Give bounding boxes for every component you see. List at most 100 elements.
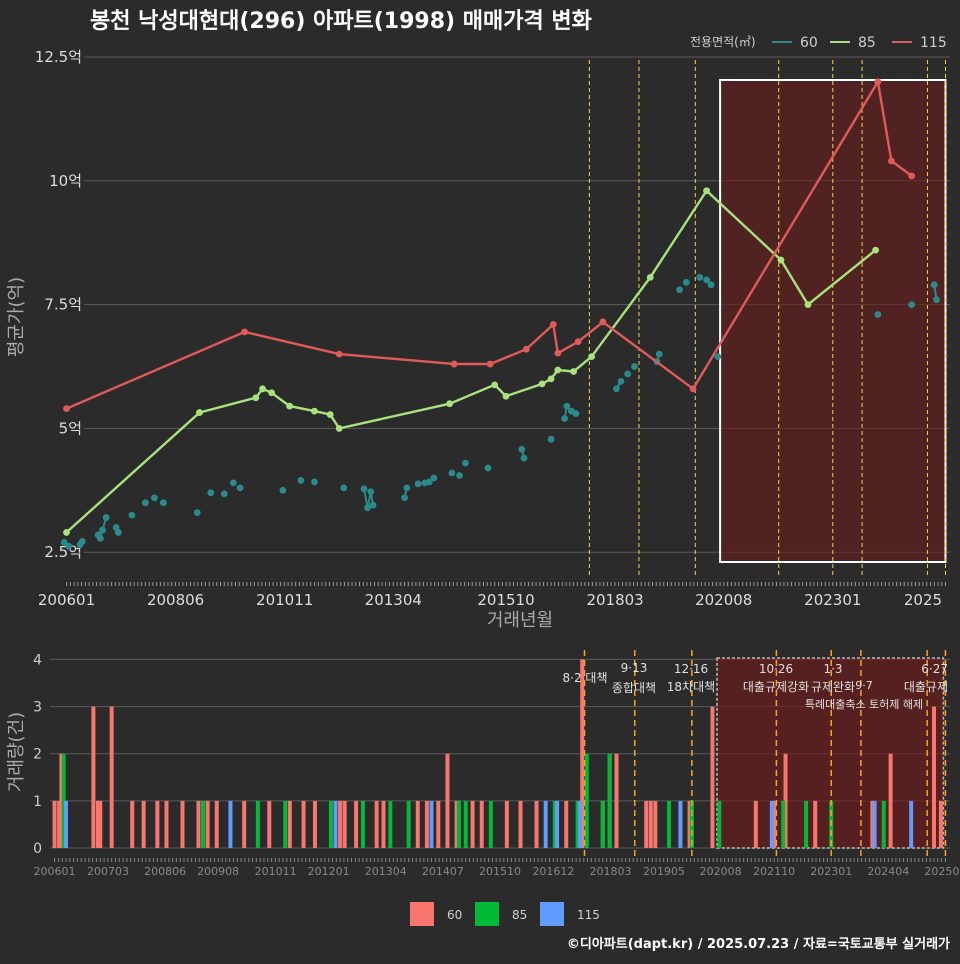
data-point-60 bbox=[60, 538, 68, 546]
data-point-60 bbox=[207, 489, 215, 497]
x-tick-label: 202301 bbox=[810, 865, 852, 878]
legend-top-label-115: 115 bbox=[920, 35, 947, 51]
x-tick-label: 202507 bbox=[924, 865, 960, 878]
bar-115 bbox=[769, 800, 774, 848]
data-point-85 bbox=[286, 402, 294, 410]
annotation-date: 10·26 bbox=[759, 662, 793, 676]
bar-85 bbox=[804, 800, 809, 848]
data-point-115 bbox=[335, 350, 343, 358]
bar-60 bbox=[445, 753, 450, 848]
data-point-60 bbox=[430, 474, 438, 482]
data-point-60 bbox=[369, 501, 377, 509]
x-tick-label: 200703 bbox=[87, 865, 129, 878]
bar-85 bbox=[881, 800, 886, 848]
data-point-60 bbox=[617, 377, 625, 385]
data-point-60 bbox=[65, 542, 73, 550]
bar-85 bbox=[667, 800, 672, 848]
data-point-115 bbox=[908, 172, 916, 180]
credit-text: ©디아파트(dapt.kr) / 2025.07.23 / 자료=국토교통부 실… bbox=[567, 936, 950, 952]
bar-60 bbox=[653, 800, 658, 848]
y-tick-label: 2.5억 bbox=[44, 543, 82, 561]
bar-60 bbox=[479, 800, 484, 848]
bar-60 bbox=[710, 706, 715, 848]
bar-60 bbox=[242, 800, 247, 848]
data-point-115 bbox=[522, 345, 530, 353]
bar-60 bbox=[180, 800, 185, 848]
bar-85 bbox=[600, 800, 605, 848]
bar-60 bbox=[753, 800, 758, 848]
annotation-date: 9·7 bbox=[855, 679, 873, 692]
bar-60 bbox=[164, 800, 169, 848]
bar-85 bbox=[360, 800, 365, 848]
data-point-60 bbox=[572, 410, 580, 417]
data-point-85 bbox=[872, 246, 880, 254]
data-point-60 bbox=[547, 435, 555, 443]
bar-60 bbox=[614, 753, 619, 848]
bar-85 bbox=[717, 800, 722, 848]
data-point-60 bbox=[696, 273, 704, 281]
data-point-60 bbox=[220, 490, 228, 498]
x-tick-label: 201011 bbox=[255, 865, 297, 878]
annotation-label: 특례대출축소 토허제 해제 bbox=[805, 697, 923, 711]
data-point-60 bbox=[425, 478, 433, 486]
data-point-60 bbox=[229, 479, 237, 487]
data-point-60 bbox=[613, 385, 620, 393]
data-point-115 bbox=[241, 328, 248, 336]
annotation-label: 대출규제강화 bbox=[743, 680, 809, 694]
x-tick-label: 200601 bbox=[38, 591, 95, 609]
data-point-85 bbox=[588, 353, 596, 361]
data-point-115 bbox=[888, 157, 895, 165]
bar-60 bbox=[141, 800, 146, 848]
data-point-60 bbox=[102, 514, 110, 521]
data-point-85 bbox=[196, 409, 203, 416]
y-axis-title: 거래량(건) bbox=[6, 712, 27, 792]
x-tick-label: 202404 bbox=[867, 865, 909, 878]
data-point-60 bbox=[360, 485, 368, 493]
bar-60 bbox=[644, 800, 649, 848]
annotation-date: 6·27 bbox=[921, 662, 948, 676]
data-point-60 bbox=[707, 281, 715, 289]
data-point-85 bbox=[554, 366, 562, 374]
data-point-115 bbox=[874, 78, 882, 86]
legend-bottom-swatch-60 bbox=[410, 902, 434, 926]
x-tick-label: 201803 bbox=[586, 591, 643, 609]
data-point-60 bbox=[128, 511, 136, 519]
data-point-85 bbox=[446, 400, 454, 408]
bar-85 bbox=[456, 800, 461, 848]
bar-60 bbox=[312, 800, 317, 848]
data-point-60 bbox=[655, 350, 663, 358]
data-point-60 bbox=[933, 296, 940, 304]
x-tick-label: 201304 bbox=[365, 591, 422, 609]
x-tick-label: 201201 bbox=[308, 865, 350, 878]
bar-60 bbox=[301, 800, 306, 848]
data-point-85 bbox=[63, 529, 70, 536]
data-point-115 bbox=[486, 360, 494, 368]
y-tick-label: 3 bbox=[33, 700, 42, 716]
bar-115 bbox=[872, 800, 877, 848]
data-point-60 bbox=[561, 415, 568, 422]
bar-60 bbox=[214, 800, 219, 848]
bar-60 bbox=[374, 800, 379, 848]
x-axis-title: 거래년월 bbox=[487, 610, 553, 631]
data-point-60 bbox=[874, 311, 882, 318]
legend-bottom: 60 85 115 bbox=[410, 902, 600, 926]
annotation-label: 종합대책 bbox=[612, 680, 656, 695]
bar-60 bbox=[91, 706, 96, 848]
bar-60 bbox=[580, 659, 585, 848]
bar-85 bbox=[388, 800, 393, 848]
x-tick-label: 200806 bbox=[144, 865, 186, 878]
y-tick-label: 12.5억 bbox=[35, 48, 82, 66]
bar-60 bbox=[932, 706, 937, 848]
x-tick-label: 201510 bbox=[477, 591, 534, 609]
bar-85 bbox=[607, 753, 612, 848]
legend-top-label-85: 85 bbox=[858, 35, 876, 51]
bar-60 bbox=[381, 800, 386, 848]
series-line-85 bbox=[65, 188, 877, 534]
bar-60 bbox=[687, 800, 692, 848]
data-point-60 bbox=[703, 276, 710, 284]
legend-bottom-label-60: 60 bbox=[447, 908, 462, 922]
chart-title: 봉천 낙성대현대(296) 아파트(1998) 매매가격 변화 bbox=[90, 9, 592, 34]
data-point-115 bbox=[599, 318, 607, 326]
bar-85 bbox=[552, 800, 557, 848]
